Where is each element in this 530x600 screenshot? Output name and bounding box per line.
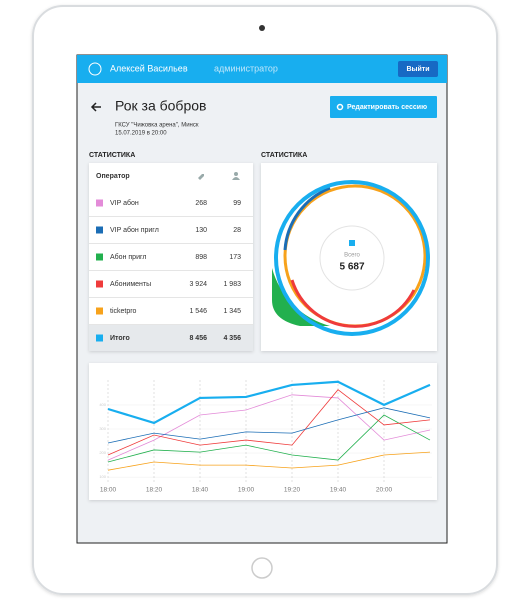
ticket-icon xyxy=(198,174,204,180)
x-tick-label: 19:20 xyxy=(284,487,301,494)
edit-label: Редактировать сессию xyxy=(347,104,427,111)
x-tick-label: 18:40 xyxy=(192,487,209,494)
event-venue: ГКСУ "Чижовка арена", Минск xyxy=(115,123,199,129)
total-row xyxy=(89,324,253,351)
logout-button[interactable] xyxy=(398,61,438,77)
count-a: 1 546 xyxy=(189,308,207,315)
series-line xyxy=(107,380,431,425)
count-b: 1 345 xyxy=(223,308,241,315)
count-b: 4 356 xyxy=(223,335,241,342)
y-tick-label: 200 xyxy=(99,450,106,455)
avatar[interactable] xyxy=(88,62,102,76)
user-role: администратор xyxy=(214,63,278,73)
donut-segment xyxy=(272,268,330,326)
count-b: 99 xyxy=(233,200,241,207)
person-icon xyxy=(232,177,240,180)
donut-ring xyxy=(290,279,416,328)
camera xyxy=(259,25,265,31)
series-line xyxy=(107,414,431,463)
edit-button[interactable] xyxy=(330,96,437,118)
series-line xyxy=(107,389,431,456)
color-swatch xyxy=(96,226,103,234)
person-icon xyxy=(234,172,238,176)
stats-table xyxy=(89,163,253,351)
count-b: 1 983 xyxy=(223,281,241,288)
count-b: 173 xyxy=(229,254,241,261)
section-title: СТАТИСТИКА xyxy=(89,152,135,159)
operator-name: Абонименты xyxy=(110,280,151,288)
donut-ring xyxy=(274,180,430,336)
color-swatch xyxy=(96,307,103,315)
user-name: Алексей Васильев xyxy=(110,63,188,73)
donut-center xyxy=(319,225,385,291)
donut-swatch xyxy=(349,240,355,246)
operator-name: VIP абон пригл xyxy=(110,226,159,234)
operator-name: Абон пригл xyxy=(110,253,146,261)
y-tick-label: 400 xyxy=(99,402,106,407)
x-tick-label: 19:00 xyxy=(238,487,255,494)
series-line xyxy=(107,394,431,461)
gear-icon xyxy=(336,103,344,111)
x-tick-label: 20:00 xyxy=(376,487,393,494)
operator-name: VIP абон xyxy=(110,199,139,207)
count-a: 898 xyxy=(195,254,207,261)
back-arrow[interactable] xyxy=(90,102,101,112)
series-line xyxy=(107,407,431,444)
color-swatch xyxy=(96,280,103,288)
donut-value: 5 687 xyxy=(339,262,364,273)
color-swatch xyxy=(96,253,103,261)
chart-panel xyxy=(89,363,437,500)
y-tick-label: 300 xyxy=(99,426,106,431)
series-line xyxy=(107,451,431,471)
home-button[interactable] xyxy=(251,557,273,579)
color-swatch xyxy=(96,199,103,207)
x-tick-label: 18:00 xyxy=(100,487,117,494)
donut-label: Всего xyxy=(344,253,360,259)
count-a: 268 xyxy=(195,200,207,207)
y-tick-label: 100 xyxy=(99,474,106,479)
color-swatch xyxy=(96,334,103,342)
top-bar xyxy=(77,55,447,83)
count-a: 3 924 xyxy=(189,281,207,288)
operator-name: Итого xyxy=(110,335,130,342)
logout-label: Выйти xyxy=(406,65,429,73)
table-header: Оператор xyxy=(96,173,130,180)
section-title: СТАТИСТИКА xyxy=(261,152,307,159)
x-tick-label: 19:40 xyxy=(330,487,347,494)
count-b: 28 xyxy=(233,227,241,234)
donut-ring xyxy=(283,186,331,251)
x-tick-label: 18:20 xyxy=(146,487,163,494)
count-a: 8 456 xyxy=(189,335,207,342)
event-date: 15.07.2019 в 20:00 xyxy=(115,131,167,137)
operator-name: ticketpro xyxy=(110,308,137,315)
count-a: 130 xyxy=(195,227,207,234)
event-title: Рок за бобров xyxy=(115,98,206,114)
